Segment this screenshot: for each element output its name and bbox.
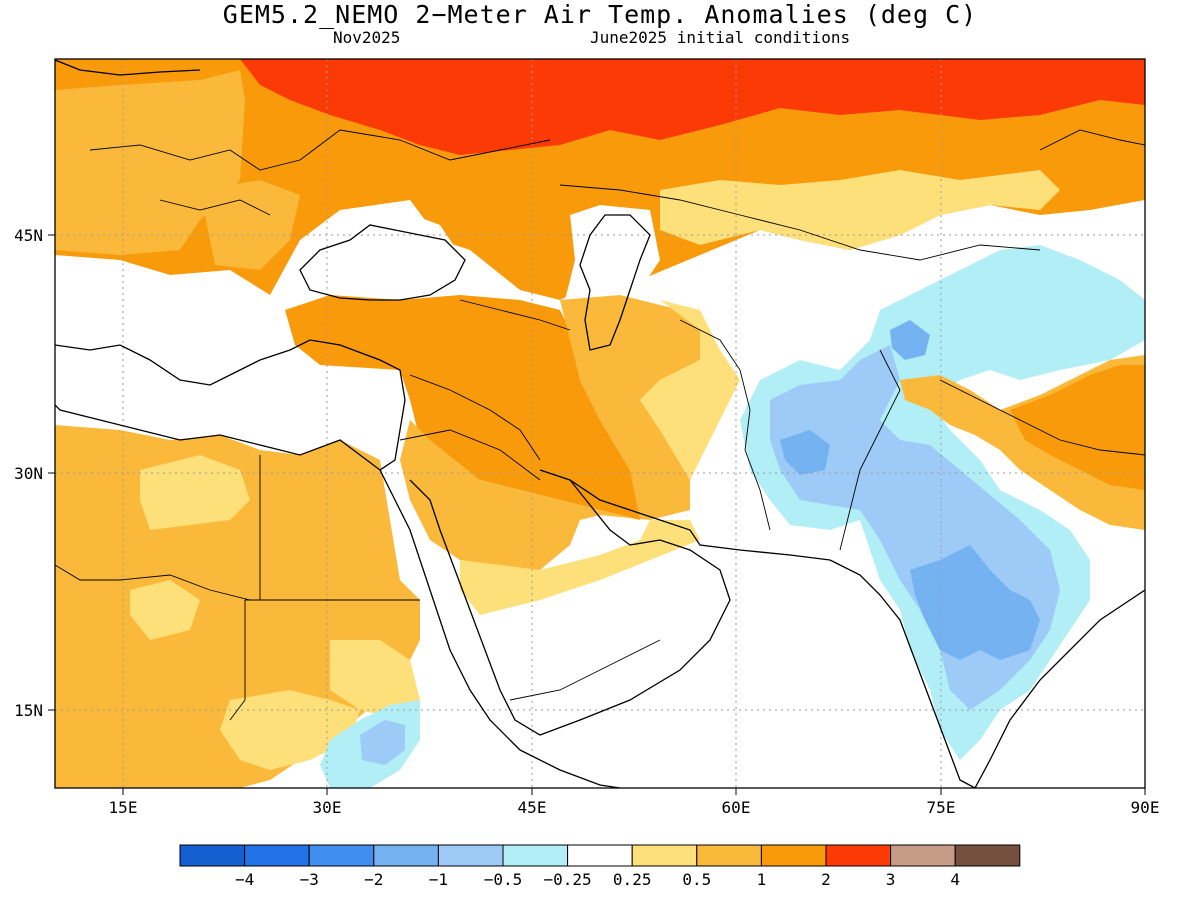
arctic-coast — [55, 59, 201, 76]
europe-moderate-area — [55, 70, 245, 255]
color-legend-labels: −4 −3 −2 −1 −0.5 −0.25 0.25 0.5 1 2 3 4 — [235, 870, 960, 889]
horn-cooler-area — [360, 720, 405, 765]
border-europe-2 — [159, 199, 271, 216]
iran-light-area — [640, 300, 740, 480]
legend-swatch — [696, 844, 762, 867]
legend-tick-label: 0.25 — [613, 870, 652, 889]
black-sea-neutral-area — [300, 210, 460, 300]
china-warm-area — [1010, 365, 1145, 490]
legend-tick-label: −3 — [300, 870, 319, 889]
x-axis-label-75e: 75E — [927, 798, 956, 817]
arabian-east-coast — [409, 479, 731, 736]
sahel-light-area — [130, 580, 200, 640]
legend-tick-label: −1 — [429, 870, 448, 889]
political-borders — [55, 129, 1145, 721]
y-axis-label-30n: 30N — [14, 464, 43, 483]
persian-gulf-coast — [539, 469, 831, 561]
pakistan-cold-area — [780, 430, 830, 475]
border-russia — [299, 129, 551, 161]
mediterranean-coast — [55, 339, 406, 471]
legend-tick-label: 4 — [950, 870, 960, 889]
india-east-coast — [974, 589, 1145, 788]
legend-swatch — [244, 844, 310, 867]
border-algeria — [55, 564, 120, 581]
x-axis-labels: 15E 30E 45E 60E 75E 90E — [109, 798, 1160, 817]
legend-swatch — [631, 844, 698, 867]
y-axis-labels: 45N 30N 15N — [14, 226, 43, 720]
legend-swatch — [890, 844, 956, 867]
india-coast — [829, 559, 976, 788]
border-niger-chad — [229, 600, 246, 721]
border-pakistan-india — [839, 349, 901, 551]
x-axis-label-15e: 15E — [109, 798, 138, 817]
valid-month-label: Nov2025 — [333, 28, 401, 47]
black-sea-coast — [299, 224, 466, 301]
legend-swatch — [760, 844, 827, 867]
x-axis-label-45e: 45E — [518, 798, 547, 817]
border-turkey-east — [459, 299, 571, 331]
border-mongolia — [1039, 129, 1145, 151]
border-iraq-syria — [409, 374, 541, 461]
x-axis-label-90e: 90E — [1131, 798, 1160, 817]
legend-tick-label: 1 — [757, 870, 767, 889]
graticule — [55, 59, 1145, 788]
legend-tick-label: −2 — [364, 870, 383, 889]
map-title: GEM5.2_NEMO 2−Meter Air Temp. Anomalies … — [222, 0, 978, 29]
legend-swatch — [825, 844, 892, 867]
axis-ticks — [48, 234, 1146, 795]
coastlines — [55, 59, 1145, 788]
legend-tick-label: 3 — [886, 870, 896, 889]
map-frame — [54, 58, 1146, 789]
legend-tick-label: −0.5 — [484, 870, 523, 889]
border-iran-afghan — [679, 319, 771, 531]
legend-swatch — [179, 844, 246, 867]
legend-swatch — [373, 844, 439, 867]
north-africa-light-area — [140, 455, 250, 530]
x-axis-label-60e: 60E — [722, 798, 751, 817]
turkey-warm-area — [285, 295, 650, 520]
legend-swatch — [308, 844, 375, 867]
border-yemen — [509, 639, 661, 701]
siberia-light-band — [660, 170, 1060, 250]
anomaly-field — [55, 59, 1145, 788]
border-kazakhstan — [559, 184, 1041, 261]
y-axis-label-15n: 15N — [14, 701, 43, 720]
legend-swatch — [502, 844, 569, 867]
ethiopia-light-area — [330, 640, 420, 720]
border-saudi-north — [399, 429, 541, 481]
legend-tick-label: 2 — [821, 870, 831, 889]
horn-africa-coast — [519, 749, 621, 788]
border-china-india — [939, 379, 1145, 456]
legend-swatch — [437, 844, 504, 867]
caspian-coast — [579, 214, 651, 351]
x-axis-label-30e: 30E — [313, 798, 342, 817]
y-axis-label-45n: 45N — [14, 226, 43, 245]
arabia-moderate-area — [400, 295, 700, 575]
legend-tick-label: −0.25 — [544, 870, 592, 889]
legend-tick-label: −4 — [235, 870, 254, 889]
red-sea-coast — [379, 469, 521, 751]
legend-swatch — [954, 844, 1021, 867]
legend-swatch — [567, 844, 633, 867]
border-europe-1 — [89, 144, 301, 171]
balkans-moderate-area — [200, 180, 300, 270]
tajikistan-cold-area — [890, 320, 930, 360]
legend-tick-label: 0.5 — [682, 870, 711, 889]
color-legend — [179, 844, 1021, 867]
initial-conditions-label: June2025 initial conditions — [590, 28, 851, 47]
india-cold-area — [910, 545, 1040, 660]
russia-strong-warm-area — [240, 59, 1145, 155]
